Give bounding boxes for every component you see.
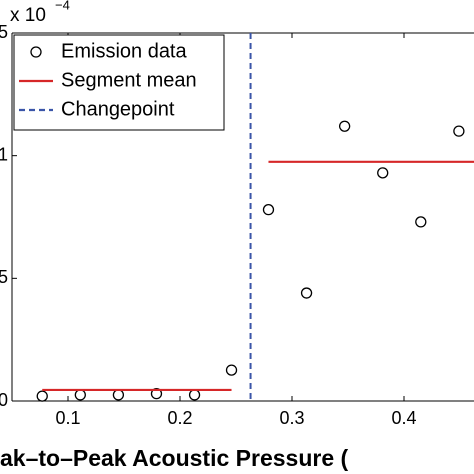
y-tick-label: 1 (0, 144, 8, 164)
legend: Emission data Segment mean Changepoint (13, 34, 225, 131)
y-tick-label: 1.5 (0, 22, 8, 42)
data-point (262, 203, 275, 216)
y-scale-exponent: −4 (55, 0, 70, 12)
x-tick-label: 0.4 (391, 408, 416, 428)
data-point (225, 364, 238, 376)
legend-label: Segment mean (61, 69, 197, 91)
data-point (453, 125, 465, 137)
legend-marker (30, 46, 42, 58)
x-tick-label: 0.1 (55, 408, 80, 428)
data-point (188, 389, 201, 401)
legend-box (13, 34, 225, 131)
data-point (338, 120, 351, 132)
x-tick-label: 0.2 (167, 408, 192, 428)
y-scale-label: x 10 (10, 5, 46, 26)
y-tick-label: 0 (0, 390, 8, 410)
data-point (112, 389, 125, 401)
data-point (36, 390, 48, 402)
data-point (300, 287, 313, 299)
x-tick-label: 0.3 (279, 408, 304, 428)
data-point (415, 216, 427, 228)
legend-label: Changepoint (61, 98, 175, 120)
x-axis-label: ak–to–Peak Acoustic Pressure ( (0, 445, 348, 471)
legend-label: Emission data (61, 40, 187, 62)
y-tick-label: 0.5 (0, 267, 8, 287)
data-point (74, 389, 86, 401)
data-point (150, 387, 163, 400)
data-point (377, 167, 389, 179)
